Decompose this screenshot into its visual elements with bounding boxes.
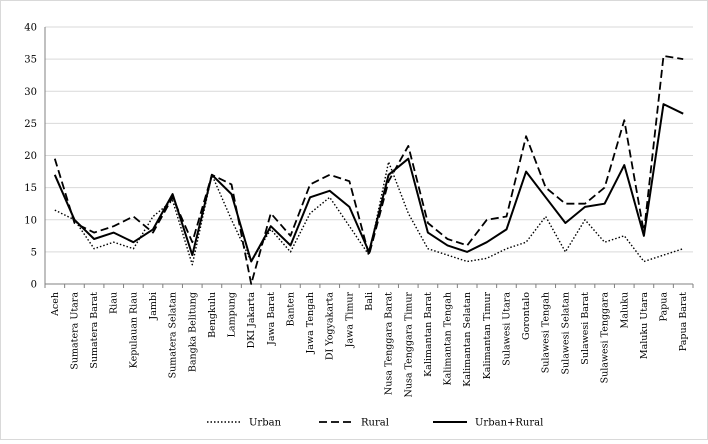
x-tick-label: Banten bbox=[285, 292, 296, 326]
x-tick-label: Aceh bbox=[50, 292, 61, 317]
gridlines bbox=[45, 26, 693, 253]
x-tick-label: Kepulauan Riau bbox=[128, 292, 139, 368]
series-line-3 bbox=[53, 103, 684, 263]
x-tick-label: Kalimantan Timur bbox=[482, 292, 493, 380]
x-tick-label: Sulawesi Utara bbox=[501, 292, 512, 366]
y-tick-label: 30 bbox=[24, 87, 37, 98]
series-lines bbox=[53, 55, 684, 285]
x-tick-label: Maluku Utara bbox=[639, 292, 650, 359]
y-tick-label: 15 bbox=[24, 183, 37, 194]
x-tick-label: Jambi bbox=[148, 292, 159, 321]
y-axis-tick-labels: 0 5 10 15 20 25 30 35 40 bbox=[24, 23, 37, 291]
legend: Urban Rural Urban+Rural bbox=[207, 418, 543, 429]
x-tick-label: DI Yogyakarta bbox=[325, 292, 336, 360]
x-tick-label: Riau bbox=[109, 292, 120, 314]
x-tick-label: Sulawesi Selatan bbox=[560, 292, 571, 374]
x-tick-label: Jawa Tengah bbox=[305, 292, 316, 355]
series-line-2 bbox=[53, 55, 684, 285]
x-tick-label: Sulawesi Tengah bbox=[541, 292, 552, 373]
x-tick-label: Sulawesi Tenggara bbox=[600, 292, 611, 384]
y-tick-label: 10 bbox=[24, 215, 37, 226]
x-tick-label: Maluku bbox=[619, 292, 630, 328]
x-tick-label: Jawa Barat bbox=[266, 292, 277, 346]
x-tick-label: Papua bbox=[659, 292, 670, 322]
x-tick-label: Nusa Tenggara Barat bbox=[384, 292, 395, 395]
y-tick-label: 20 bbox=[24, 151, 37, 162]
x-tick-label: Sumatera Barat bbox=[89, 292, 100, 369]
x-tick-label: Sumatera Utara bbox=[69, 292, 80, 370]
x-tick-label: Jawa Timur bbox=[344, 292, 355, 349]
y-tick-label: 0 bbox=[31, 280, 37, 291]
x-tick-label: Nusa Tenggara Timur bbox=[403, 292, 414, 398]
legend-label: Urban+Rural bbox=[475, 418, 543, 429]
x-axis-tick-labels: Aceh Sumatera Utara Sumatera Barat Riau Kepu… bbox=[50, 292, 689, 398]
x-tick-label: Sumatera Selatan bbox=[168, 292, 179, 378]
x-tick-label: DKI Jakarta bbox=[246, 292, 257, 349]
legend-label: Urban bbox=[249, 418, 282, 429]
y-tick-label: 35 bbox=[24, 55, 37, 66]
x-tick-label: Papua Barat bbox=[678, 292, 689, 351]
y-tick-label: 40 bbox=[24, 23, 37, 34]
x-tick-label: Bengkulu bbox=[207, 292, 218, 338]
x-tick-label: Kalimantan Barat bbox=[423, 292, 434, 377]
legend-label: Rural bbox=[361, 418, 389, 429]
x-tick-label: Sulawesi Barat bbox=[580, 292, 591, 365]
series-line-1 bbox=[54, 161, 684, 266]
axes bbox=[44, 27, 694, 288]
y-tick-label: 25 bbox=[24, 119, 37, 130]
x-tick-label: Gorontalo bbox=[521, 292, 532, 340]
y-tick-label: 5 bbox=[31, 247, 37, 258]
x-tick-label: Kalimantan Tengah bbox=[443, 292, 454, 385]
x-tick-label: Bangka Belitung bbox=[187, 292, 198, 372]
x-tick-label: Kalimantan Selatan bbox=[462, 292, 473, 387]
x-tick-label: Bali bbox=[364, 292, 375, 311]
x-tick-label: Lampung bbox=[227, 292, 238, 337]
